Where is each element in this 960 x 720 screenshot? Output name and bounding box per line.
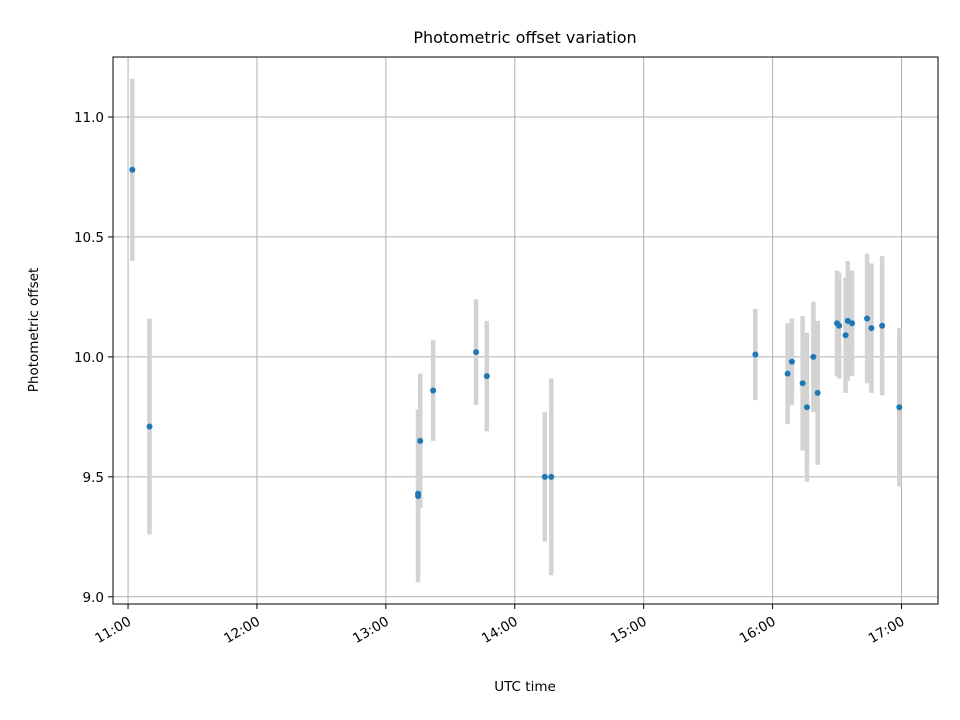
data-point (868, 325, 875, 332)
chart-title: Photometric offset variation (413, 28, 636, 47)
data-point (417, 437, 424, 444)
data-point (129, 166, 136, 173)
data-point (483, 373, 490, 380)
data-point (810, 353, 817, 360)
y-tick-label: 9.0 (83, 590, 104, 606)
y-axis-ticks: 9.0 9.5 10.0 10.5 11.0 (74, 110, 113, 606)
data-point (879, 322, 886, 329)
data-point (814, 389, 821, 396)
data-point (473, 349, 480, 356)
data-point (842, 332, 849, 339)
data-point (752, 351, 759, 358)
y-tick-label: 11.0 (74, 110, 104, 126)
data-points (129, 166, 903, 500)
data-point (849, 320, 856, 327)
data-point (415, 490, 422, 497)
data-point (146, 423, 153, 430)
data-point (788, 358, 795, 365)
data-point (836, 322, 843, 329)
y-tick-label: 10.0 (74, 350, 104, 366)
y-tick-label: 10.5 (74, 230, 104, 246)
data-point (784, 370, 791, 377)
data-point (541, 473, 548, 480)
data-point (864, 315, 871, 322)
data-point (799, 380, 806, 387)
data-point (803, 404, 810, 411)
data-point (548, 473, 555, 480)
data-point (896, 404, 903, 411)
plot-frame (112, 56, 939, 605)
y-tick-label: 9.5 (83, 470, 104, 486)
y-axis-label: Photometric offset (26, 268, 42, 392)
data-point (430, 387, 437, 394)
x-axis-label: UTC time (494, 679, 556, 695)
